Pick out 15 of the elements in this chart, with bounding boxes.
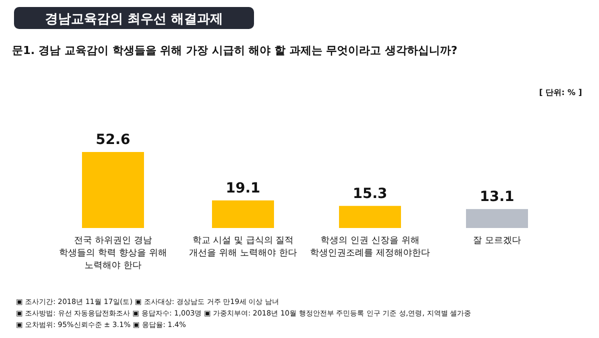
x-tick-label: 학생의 인권 신장을 위해 학생인권조례를 제정해야한다: [310, 236, 430, 258]
x-tick-label: 학교 시설 및 급식의 질적 개선을 위해 노력해야 한다: [189, 236, 297, 258]
data-label: 13.1: [480, 189, 514, 206]
x-tick-label: 전국 하위권인 경남 학생들의 학력 향상을 위해 노력해야 한다: [59, 236, 167, 271]
bar: [82, 152, 144, 228]
text: [ 단위: % ]: [539, 88, 582, 97]
data-label: 19.1: [226, 180, 260, 196]
data-label: 15.3: [352, 186, 388, 202]
bar: [212, 200, 274, 228]
data-label: 52.6: [96, 132, 130, 148]
bar: [339, 206, 401, 228]
chart-subtitle: 문1. 경남 교육감이 학생들을 위해 가장 시급히 해야 할 과제는 무엇이라고 생각하십니까?: [12, 44, 458, 57]
chart-title: 경남교육감의 최우선 해결과제: [44, 12, 224, 27]
bar: [466, 209, 528, 228]
x-tick-label: 잘 모르겠다: [473, 236, 521, 246]
